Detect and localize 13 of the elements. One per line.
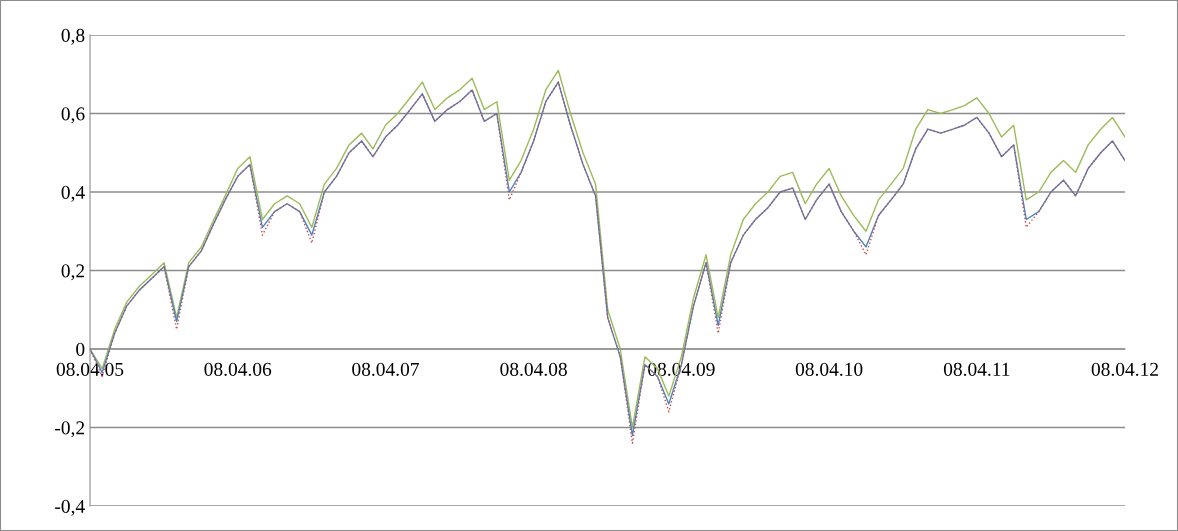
y-tick-label: 0,2 xyxy=(61,264,85,281)
y-tick-label: 0 xyxy=(76,342,85,356)
x-tick-label: 08.04.08 xyxy=(500,362,567,376)
y-tick-label: 0,8 xyxy=(61,28,85,45)
y-tick-label: -0,2 xyxy=(55,421,85,438)
x-tick-label: 08.04.11 xyxy=(943,362,1010,376)
x-tick-label: 08.04.07 xyxy=(352,362,419,376)
y-tick-label: 0,4 xyxy=(61,185,85,202)
x-tick-label: 08.04.12 xyxy=(1091,362,1158,376)
x-tick-label: 08.04.10 xyxy=(795,362,863,376)
y-tick-label: 0,6 xyxy=(61,107,85,124)
y-tick-label: -0,4 xyxy=(55,499,85,516)
x-tick-label: 08.04.06 xyxy=(204,362,272,376)
